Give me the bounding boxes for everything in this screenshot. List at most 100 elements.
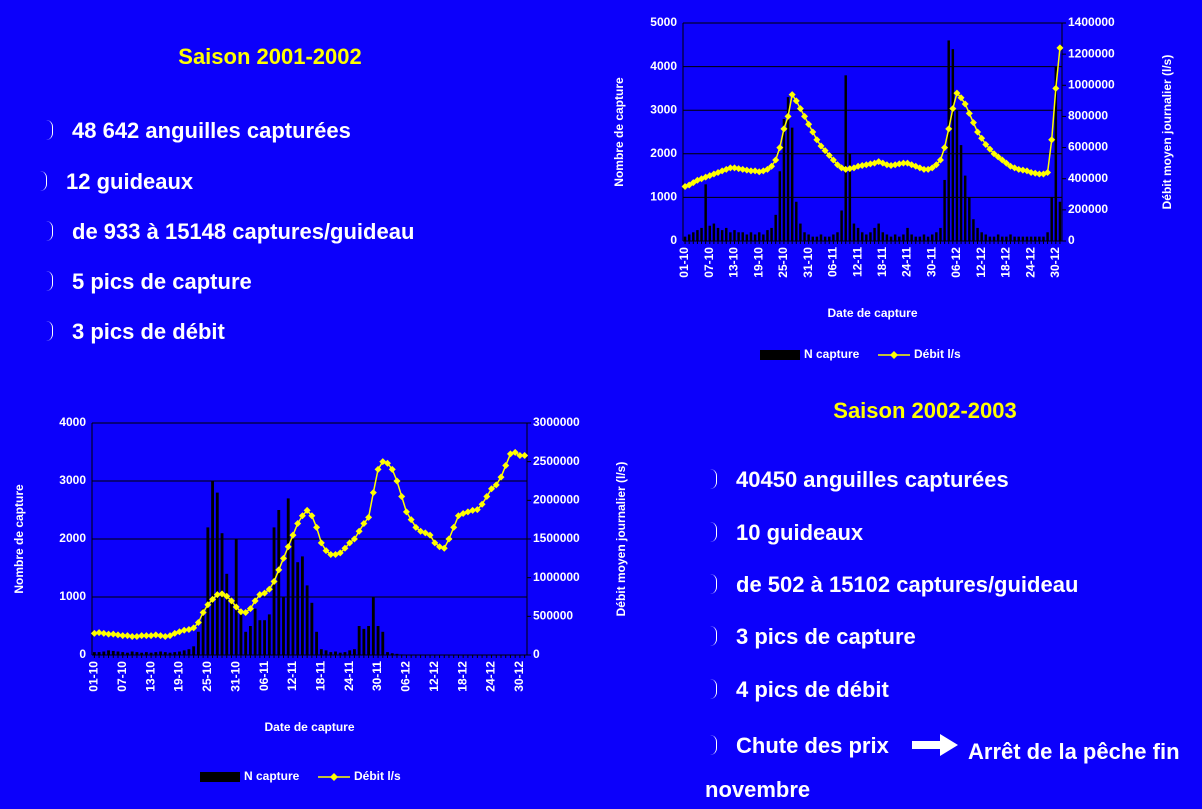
marker (788, 91, 796, 99)
bar (741, 232, 744, 241)
x-tick-label: 31-10 (228, 661, 242, 692)
marker (227, 597, 235, 605)
bar (963, 175, 967, 241)
marker (90, 629, 98, 637)
bar (840, 210, 843, 241)
bar (315, 631, 319, 655)
bar (988, 236, 992, 241)
marker (833, 161, 841, 169)
marker (813, 136, 821, 144)
bar (856, 227, 860, 241)
bullet: 5 pics de capture (52, 269, 252, 294)
bar (357, 626, 361, 655)
marker (965, 109, 973, 117)
x-tick-label: 24-11 (342, 661, 356, 691)
bar (729, 232, 732, 241)
line (684, 47, 1061, 188)
bar (367, 626, 371, 655)
bar (980, 232, 983, 241)
x-tick-label: 18-12 (455, 661, 469, 692)
legend-swatch (330, 773, 338, 781)
x-tick-label: 19-10 (751, 247, 765, 278)
marker (445, 535, 453, 543)
bar (832, 234, 835, 241)
bar (898, 236, 901, 241)
marker (298, 512, 306, 520)
bar (687, 234, 691, 241)
bar (889, 236, 893, 241)
bullet-text: Arrêt de la pêche fin novembre (705, 739, 1180, 802)
y-tick-label: 3000 (59, 473, 86, 487)
y-tick-label: 2000 (59, 531, 86, 545)
bar (239, 614, 243, 655)
x-tick-label: 07-10 (702, 247, 716, 278)
bar (770, 227, 773, 241)
bar (926, 236, 930, 241)
marker (521, 451, 529, 459)
arrow (912, 734, 958, 756)
marker (483, 492, 491, 500)
marker (426, 531, 434, 539)
bar (211, 481, 214, 655)
bar (852, 223, 856, 241)
x-tick-label: 18-11 (313, 661, 327, 691)
marker (511, 448, 519, 456)
marker (393, 477, 401, 485)
bar (873, 227, 876, 241)
bar (1042, 236, 1045, 241)
x-tick-label: 18-12 (999, 247, 1013, 278)
bar (712, 223, 716, 241)
bar (885, 234, 889, 241)
y2-tick-label: 2000000 (533, 493, 580, 507)
bar (984, 234, 988, 241)
marker (147, 632, 155, 640)
bar (201, 608, 205, 655)
marker (190, 624, 198, 632)
legend-label: Débit l/s (914, 347, 961, 361)
bar (140, 652, 144, 655)
bar (102, 651, 106, 655)
x-axis-title: Date de capture (827, 306, 917, 320)
marker (801, 112, 809, 120)
bullet: de 502 à 15102 captures/guideau (715, 572, 1079, 597)
bar (836, 232, 839, 241)
bar (860, 232, 864, 241)
bar (955, 110, 959, 241)
bullet: 12 guideaux (45, 169, 194, 194)
marker (986, 145, 994, 153)
bar (1005, 236, 1008, 241)
bar (774, 214, 777, 241)
bar (334, 651, 337, 655)
x-tick-label: 06-11 (826, 247, 840, 277)
marker (1035, 170, 1043, 178)
bar (753, 234, 757, 241)
bar (362, 628, 366, 655)
bar (700, 227, 703, 241)
marker (998, 156, 1006, 164)
marker (303, 506, 311, 514)
bar (959, 145, 963, 241)
marker (969, 119, 977, 127)
y2-axis-title: Débit moyen journalier (l/s) (1160, 55, 1174, 210)
marker (780, 125, 788, 133)
marker (218, 590, 226, 598)
marker (478, 500, 486, 508)
y-tick-label: 4000 (59, 415, 86, 429)
marker (313, 523, 321, 531)
y2-tick-label: 1500000 (533, 531, 580, 545)
marker (109, 630, 117, 638)
bar (943, 179, 946, 241)
y2-tick-label: 2500000 (533, 454, 580, 468)
bar (230, 602, 233, 655)
marker (138, 632, 146, 640)
bar (992, 236, 996, 241)
marker (488, 485, 496, 493)
legend-label: Débit l/s (354, 769, 401, 783)
marker (1052, 84, 1060, 92)
bar (196, 631, 200, 655)
bar (192, 646, 196, 655)
bar (725, 227, 728, 241)
bar (910, 234, 913, 241)
marker (204, 601, 212, 609)
marker (899, 159, 907, 167)
